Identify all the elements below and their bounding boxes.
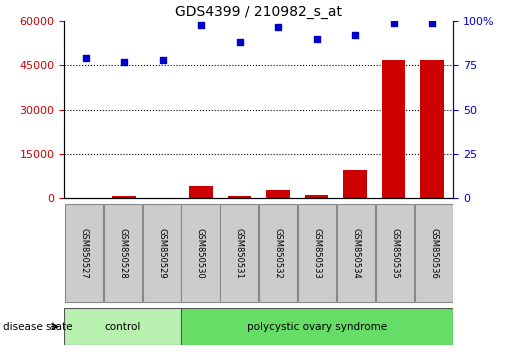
Text: GSM850533: GSM850533 [313, 228, 321, 279]
Text: GSM850528: GSM850528 [118, 228, 127, 279]
Point [274, 24, 282, 29]
Bar [220, 204, 259, 302]
Bar [376, 204, 414, 302]
Bar [104, 204, 142, 302]
Text: GSM850527: GSM850527 [79, 228, 88, 279]
Text: GSM850529: GSM850529 [157, 228, 166, 279]
Bar [382, 59, 405, 198]
Title: GDS4399 / 210982_s_at: GDS4399 / 210982_s_at [175, 5, 342, 19]
Bar [65, 204, 103, 302]
Point [389, 20, 398, 26]
Point [197, 22, 205, 28]
Bar [64, 308, 181, 345]
Bar [181, 308, 453, 345]
Bar [298, 204, 336, 302]
Bar [337, 204, 375, 302]
Point [235, 40, 244, 45]
Text: GSM850530: GSM850530 [196, 228, 205, 279]
Bar [305, 195, 328, 198]
Point [120, 59, 128, 65]
Bar [415, 204, 453, 302]
Point [351, 33, 359, 38]
Bar [181, 204, 219, 302]
Bar [190, 186, 213, 198]
Bar [259, 204, 297, 302]
Bar [112, 196, 135, 198]
Point [313, 36, 321, 42]
Text: GSM850534: GSM850534 [352, 228, 360, 279]
Text: GSM850531: GSM850531 [235, 228, 244, 279]
Point [159, 57, 167, 63]
Text: disease state: disease state [3, 321, 72, 332]
Point [81, 56, 90, 61]
Bar [266, 190, 289, 198]
Text: GSM850536: GSM850536 [430, 228, 438, 279]
Bar [420, 59, 443, 198]
Point [428, 20, 436, 26]
Text: GSM850535: GSM850535 [390, 228, 399, 279]
Bar [143, 204, 181, 302]
Bar [344, 170, 367, 198]
Text: polycystic ovary syndrome: polycystic ovary syndrome [247, 321, 387, 332]
Text: control: control [105, 321, 141, 332]
Text: GSM850532: GSM850532 [274, 228, 283, 279]
Bar [228, 196, 251, 198]
